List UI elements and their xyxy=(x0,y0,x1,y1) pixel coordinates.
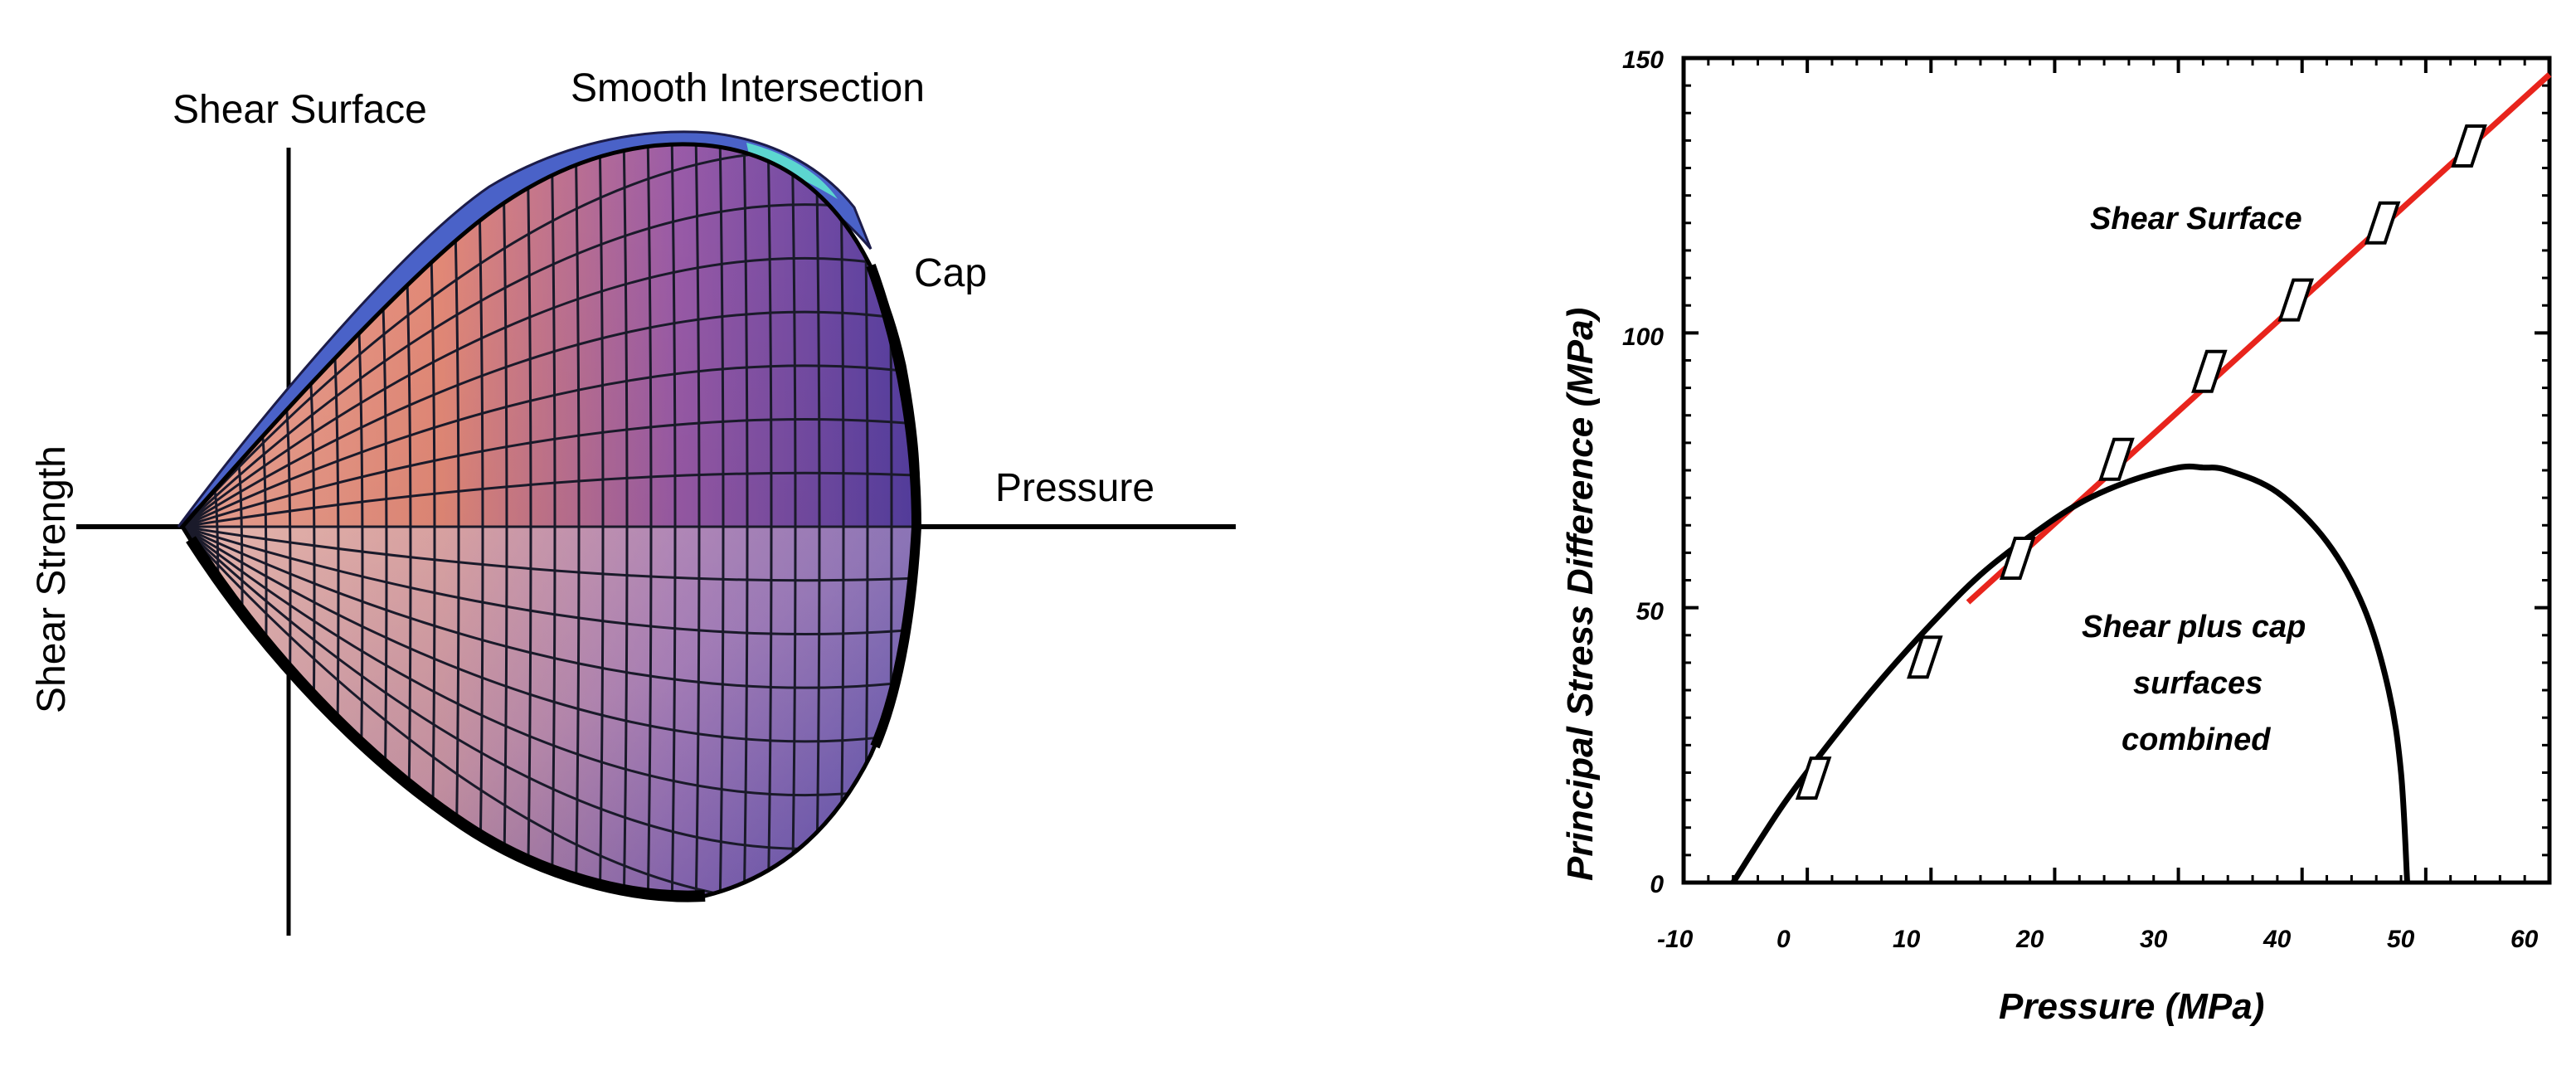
shear-strength-label: Shear Strength xyxy=(30,445,74,713)
mesh-line xyxy=(182,471,917,528)
data-marker xyxy=(1795,756,1832,800)
data-marker xyxy=(2277,278,2315,322)
y-tick-label: 50 xyxy=(1636,598,1665,625)
x-tick-label: 10 xyxy=(1893,926,1921,953)
combined-annotation-line3: combined xyxy=(2122,722,2271,757)
data-marker xyxy=(2364,201,2401,245)
mesh-line xyxy=(182,203,917,528)
combined-surface-series-line xyxy=(1730,463,2410,884)
highlight-band xyxy=(746,143,838,199)
data-marker xyxy=(2451,124,2487,168)
mesh-line xyxy=(814,143,821,897)
smooth-intersection-label: Smooth Intersection xyxy=(571,66,925,110)
markers-layer xyxy=(1795,124,2487,800)
y-tick-label: 150 xyxy=(1622,46,1664,74)
mesh-line xyxy=(182,310,917,528)
x-tick-label: 40 xyxy=(2263,926,2292,953)
mesh-line xyxy=(766,143,773,897)
series-layer xyxy=(1730,72,2552,884)
mesh-line xyxy=(718,143,725,897)
mesh-line xyxy=(670,143,677,897)
x-tick-label: 60 xyxy=(2510,926,2539,953)
mesh-line xyxy=(182,525,917,743)
mesh-line xyxy=(502,173,508,897)
x-tick-label: 30 xyxy=(2140,926,2168,953)
x-tick-label: -10 xyxy=(1657,926,1694,953)
tick-marks xyxy=(1682,56,2551,884)
lower-edge xyxy=(186,536,706,902)
stress-pressure-chart: -10 0 10 20 30 40 50 60 0 50 100 150 Pre… xyxy=(1509,0,2576,1071)
yield-surface-diagram: Shear Surface Smooth Intersection Cap Pr… xyxy=(0,0,1261,1071)
x-tick-label: 0 xyxy=(1776,926,1791,953)
mesh-line xyxy=(182,256,917,528)
x-axis-title: Pressure (MPa) xyxy=(1999,986,2264,1027)
data-marker xyxy=(2098,437,2135,481)
mesh-line xyxy=(742,143,749,897)
shear-surface-annotation: Shear Surface xyxy=(2090,202,2302,236)
mesh-line xyxy=(182,525,917,635)
pressure-label: Pressure xyxy=(995,466,1154,510)
surface-body xyxy=(182,143,918,897)
mesh-line xyxy=(694,143,701,897)
cap-edge xyxy=(866,263,922,749)
mesh-line xyxy=(182,525,917,897)
combined-annotation-line1: Shear plus cap xyxy=(2082,610,2306,645)
combined-annotation-line2: surfaces xyxy=(2133,666,2263,701)
data-marker xyxy=(1999,537,2036,581)
mesh-line xyxy=(790,143,797,897)
mesh-line xyxy=(646,143,653,897)
cap-label: Cap xyxy=(914,251,987,295)
mesh-line xyxy=(550,143,557,897)
mesh-line xyxy=(526,147,532,897)
x-tick-label: 20 xyxy=(2015,926,2044,953)
mesh-line xyxy=(598,143,605,897)
mesh-line xyxy=(478,200,484,897)
mesh-line xyxy=(182,418,917,528)
mesh-line xyxy=(182,525,917,689)
data-marker xyxy=(2191,349,2228,393)
shear-surface-label: Shear Surface xyxy=(173,88,427,132)
y-axis-title: Principal Stress Difference (MPa) xyxy=(1560,308,1601,881)
y-tick-label: 100 xyxy=(1622,323,1664,351)
mesh-line xyxy=(182,364,917,528)
x-tick-label: 50 xyxy=(2387,926,2415,953)
data-marker xyxy=(1907,635,1943,679)
chart-svg: -10 0 10 20 30 40 50 60 0 50 100 150 Pre… xyxy=(1560,46,2552,1027)
y-tick-label: 0 xyxy=(1650,871,1664,898)
mesh-line xyxy=(622,143,629,897)
surface-svg: Shear Surface Smooth Intersection Cap Pr… xyxy=(30,66,1236,936)
mesh-line xyxy=(182,525,917,582)
mesh-line xyxy=(182,525,917,797)
